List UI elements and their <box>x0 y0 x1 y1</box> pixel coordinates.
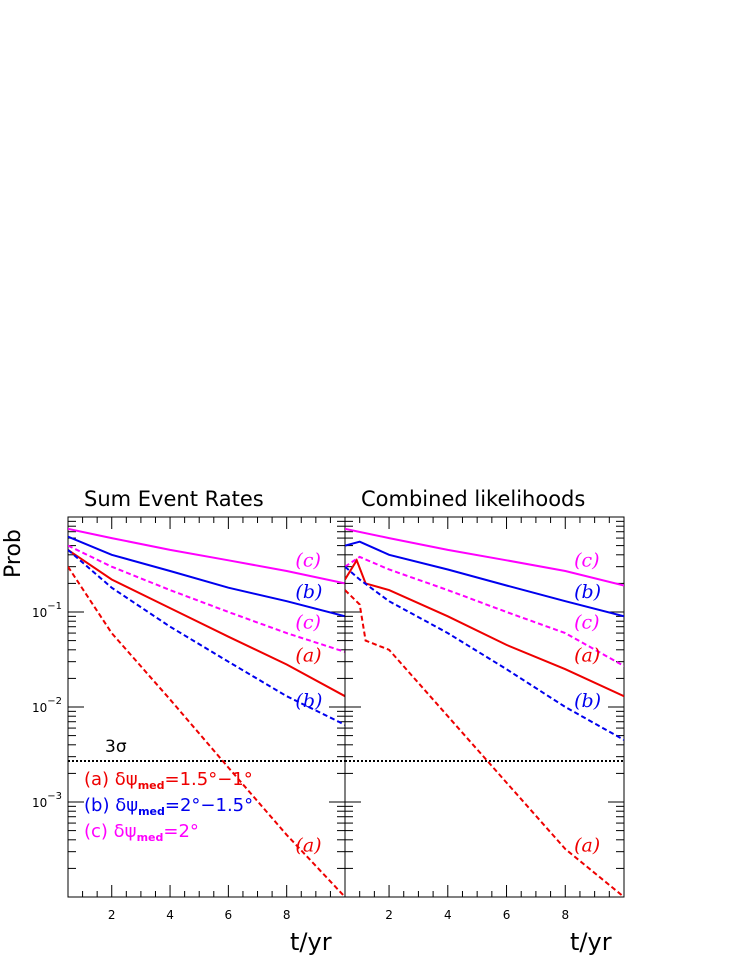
y-tick-label: 10−2 <box>32 696 62 715</box>
curve-label: (b) <box>574 581 601 603</box>
legend-entry: (b) δψmed=2°−1.5° <box>84 795 253 818</box>
series-dashed-4 <box>68 549 345 726</box>
series-solid-0 <box>345 527 624 587</box>
x-tick-label: 4 <box>444 908 452 922</box>
series-dashed-5 <box>345 589 624 897</box>
legend: (a) δψmed=1.5°−1° (b) δψmed=2°−1.5° (c) δψ… <box>84 769 253 844</box>
x-tick-label: 6 <box>503 908 511 922</box>
x-tick-label: 2 <box>385 908 393 922</box>
x-tick-label: 4 <box>166 908 174 922</box>
series-dashed-2 <box>68 544 345 653</box>
right-x-axis-label: t/yr <box>570 928 612 956</box>
series-solid-3 <box>345 558 624 698</box>
series-solid-1 <box>345 540 624 618</box>
y-axis-label: Prob <box>1 529 26 578</box>
three-sigma-label: 3σ <box>105 737 127 757</box>
curve-label: (c) <box>574 612 599 634</box>
curve-label: (a) <box>295 835 321 857</box>
right-panel: 2 4 6 8 (c) (b) (c) (a) (b) (a) <box>344 516 625 922</box>
right-panel-title: Combined likelihoods <box>361 487 585 511</box>
curve-label: (b) <box>295 690 322 712</box>
x-tick-label: 6 <box>225 908 233 922</box>
left-panel: 2 4 6 8 10−1 10−2 10−3 (c) (b) (c) (a) (b) (a) <box>32 516 346 922</box>
y-tick-label: 10−3 <box>32 791 62 810</box>
curve-label: (a) <box>574 835 600 857</box>
series-dashed-4 <box>345 565 624 741</box>
series-solid-3 <box>68 549 345 698</box>
legend-entry: (c) δψmed=2° <box>84 821 199 844</box>
series-solid-0 <box>68 527 345 585</box>
left-panel-title: Sum Event Rates <box>84 487 264 511</box>
curve-label: (c) <box>574 550 599 572</box>
curve-label: (b) <box>574 690 601 712</box>
curve-label: (a) <box>295 645 321 667</box>
series-dashed-2 <box>345 555 624 667</box>
curve-label: (a) <box>574 645 600 667</box>
series-dashed-5 <box>68 566 345 897</box>
series-solid-1 <box>68 535 345 618</box>
x-tick-label: 8 <box>283 908 291 922</box>
left-x-axis-label: t/yr <box>290 928 332 956</box>
curve-label: (b) <box>295 581 322 603</box>
curve-label: (c) <box>295 612 320 634</box>
legend-entry: (a) δψmed=1.5°−1° <box>84 769 253 792</box>
x-tick-label: 8 <box>561 908 569 922</box>
y-tick-label: 10−1 <box>32 601 62 620</box>
curve-label: (c) <box>295 550 320 572</box>
x-tick-label: 2 <box>108 908 116 922</box>
